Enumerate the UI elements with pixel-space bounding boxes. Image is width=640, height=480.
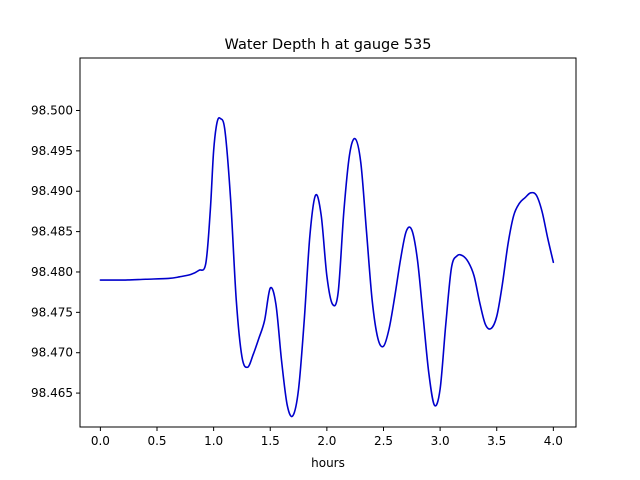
- chart-title: Water Depth h at gauge 535: [225, 37, 432, 53]
- x-tick-label: 3.0: [431, 434, 450, 448]
- plot-area-frame: [79, 57, 577, 428]
- x-axis-label: hours: [311, 456, 345, 470]
- x-tick-label: 0.5: [147, 434, 166, 448]
- x-tick-label: 0.0: [91, 434, 110, 448]
- y-tick-label: 98.495: [31, 144, 73, 158]
- y-axis: 98.465 98.470 98.475 98.480 98.485 98.490 98.4…: [31, 103, 80, 400]
- y-tick-label: 98.470: [31, 346, 73, 360]
- x-tick-label: 2.5: [374, 434, 393, 448]
- y-tick-label: 98.475: [31, 305, 73, 319]
- water-depth-series-line: [99, 117, 555, 418]
- series-group: [99, 117, 555, 418]
- y-tick-label: 98.465: [31, 386, 73, 400]
- x-tick-label: 4.0: [544, 434, 563, 448]
- x-tick-label: 3.5: [487, 434, 506, 448]
- y-tick-label: 98.500: [31, 103, 73, 117]
- x-tick-label: 1.5: [261, 434, 280, 448]
- y-tick-label: 98.485: [31, 225, 73, 239]
- y-tick-label: 98.490: [31, 184, 73, 198]
- x-axis: 0.0 0.5 1.0 1.5 2.0 2.5 3.0 3.5 4.0: [91, 427, 563, 448]
- x-tick-label: 2.0: [317, 434, 336, 448]
- y-tick-label: 98.480: [31, 265, 73, 279]
- x-tick-label: 1.0: [204, 434, 223, 448]
